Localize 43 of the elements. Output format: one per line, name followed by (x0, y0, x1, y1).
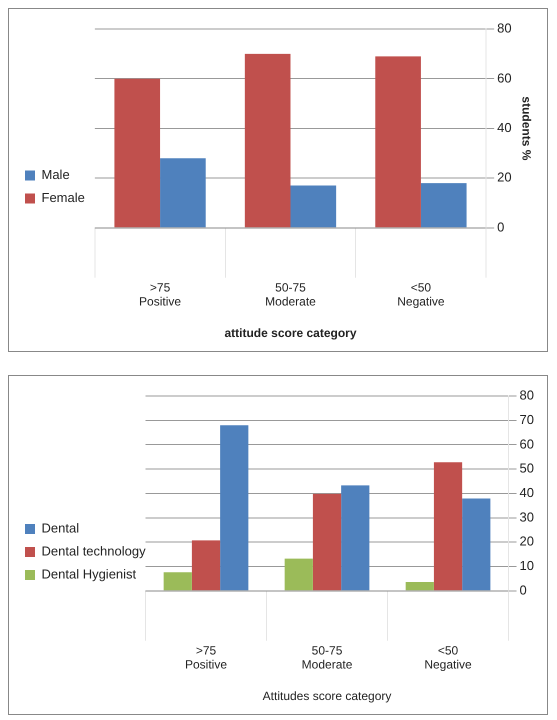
legend-label: Dental technology (42, 544, 146, 559)
bar (160, 158, 206, 228)
y-tick-label: 80 (520, 388, 534, 403)
x-tick-label: <50 Negative (397, 280, 445, 309)
y-tick-label: 20 (520, 534, 534, 549)
y-tick-label: 60 (520, 436, 534, 452)
bar (192, 540, 220, 590)
x-axis-title: Attitudes score category (262, 689, 392, 704)
y-tick-label: 20 (497, 170, 512, 185)
x-axis-title: attitude score category (224, 326, 357, 340)
bar (406, 582, 434, 590)
x-tick-label: <50 Negative (424, 643, 472, 672)
x-tick-label: >75 Positive (139, 280, 182, 309)
bar (312, 494, 342, 590)
bar (114, 78, 160, 228)
y-tick-label: 70 (520, 412, 534, 427)
bar (290, 186, 336, 228)
y-tick-label: 0 (520, 582, 527, 598)
y-tick-label: 40 (520, 484, 534, 500)
y-tick-label: 50 (520, 460, 534, 476)
y-tick-label: 10 (520, 558, 534, 574)
y-tick-label: 0 (497, 219, 504, 234)
bar (434, 462, 462, 590)
x-tick-label: 50-75 Moderate (265, 280, 316, 309)
bar (284, 558, 313, 590)
bar (220, 425, 248, 590)
legend-label: Dental Hygienist (42, 566, 137, 582)
legend-label: Male (42, 167, 70, 182)
legend-label: Dental (42, 520, 80, 536)
x-tick-label: >75 Positive (184, 643, 228, 672)
bar (341, 485, 370, 590)
bar (244, 54, 290, 228)
y-axis-title: students % (519, 96, 534, 161)
y-tick-label: 80 (497, 20, 512, 36)
bar (164, 572, 192, 590)
bar (420, 183, 467, 228)
x-tick-label: 50-75 Moderate (302, 643, 353, 672)
bar (462, 498, 490, 590)
legend-label: Female (42, 190, 85, 206)
bar (375, 56, 421, 228)
y-tick-label: 40 (497, 120, 512, 135)
y-tick-label: 30 (520, 509, 534, 524)
y-tick-label: 60 (497, 70, 512, 86)
